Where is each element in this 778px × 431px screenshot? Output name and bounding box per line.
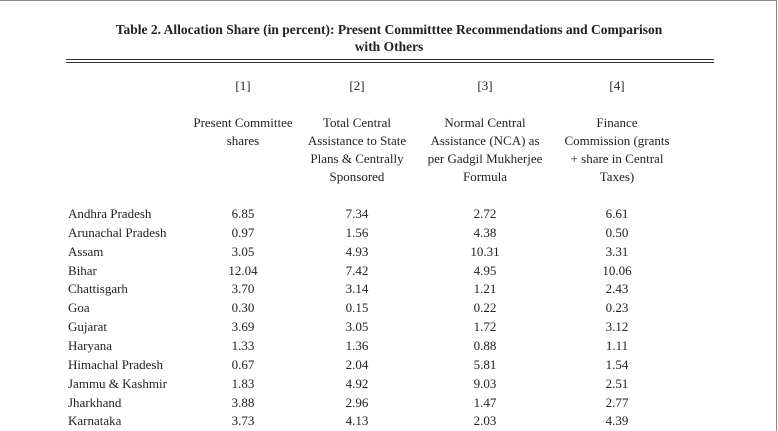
rule bbox=[66, 59, 714, 60]
cell: 0.23 bbox=[605, 300, 629, 315]
column-header: + share in Central bbox=[570, 151, 664, 166]
cell: 3.70 bbox=[231, 281, 255, 296]
column-header: Taxes) bbox=[599, 169, 635, 184]
cell: 3.05 bbox=[231, 244, 255, 259]
cell: 3.88 bbox=[231, 395, 255, 410]
column-header: Formula bbox=[462, 169, 508, 184]
column-header: Assistance (NCA) as bbox=[430, 133, 540, 148]
row-label: Bihar bbox=[68, 263, 97, 278]
cell: 0.30 bbox=[231, 300, 255, 315]
cell: 1.21 bbox=[473, 281, 497, 296]
cell: 1.54 bbox=[605, 357, 629, 372]
cell: 3.73 bbox=[231, 413, 255, 428]
cell: 3.05 bbox=[345, 319, 369, 334]
cell: 6.85 bbox=[231, 206, 255, 221]
column-header: Sponsored bbox=[329, 169, 385, 184]
row-label: Himachal Pradesh bbox=[68, 357, 163, 372]
row-label: Gujarat bbox=[68, 319, 107, 334]
row-label: Chattisgarh bbox=[68, 281, 128, 296]
cell: 0.88 bbox=[473, 338, 497, 353]
cell: 10.31 bbox=[470, 244, 500, 259]
cell: 2.51 bbox=[605, 376, 629, 391]
cell: 4.39 bbox=[605, 413, 629, 428]
cell: 7.42 bbox=[345, 263, 369, 278]
cell: 0.50 bbox=[605, 225, 629, 240]
column-number: [4] bbox=[609, 78, 625, 93]
title: with Others bbox=[354, 39, 424, 54]
cell: 1.72 bbox=[473, 319, 497, 334]
cell: 4.92 bbox=[345, 376, 369, 391]
cell: 0.22 bbox=[473, 300, 497, 315]
row-label: Jammu & Kashmir bbox=[68, 376, 167, 391]
cell: 3.12 bbox=[605, 319, 629, 334]
rule bbox=[66, 62, 714, 63]
cell: 0.97 bbox=[231, 225, 255, 240]
row-label: Haryana bbox=[68, 338, 113, 353]
cell: 0.67 bbox=[231, 357, 255, 372]
cell: 4.38 bbox=[473, 225, 497, 240]
column-number: [3] bbox=[477, 78, 493, 93]
cell: 2.04 bbox=[345, 357, 369, 372]
row-label: Arunachal Pradesh bbox=[68, 225, 167, 240]
cell: 6.61 bbox=[605, 206, 629, 221]
column-header: Normal Central bbox=[444, 115, 526, 130]
column-header: Assistance to State bbox=[307, 133, 407, 148]
column-header: Present Committee bbox=[193, 115, 293, 130]
cell: 2.72 bbox=[473, 206, 497, 221]
column-header: per Gadgil Mukherjee bbox=[427, 151, 543, 166]
row-label: Karnataka bbox=[68, 413, 122, 428]
cell: 4.95 bbox=[473, 263, 497, 278]
cell: 4.13 bbox=[345, 413, 369, 428]
title: Table 2. Allocation Share (in percent): … bbox=[115, 22, 663, 37]
cell: 10.06 bbox=[602, 263, 632, 278]
cell: 1.33 bbox=[231, 338, 255, 353]
cell: 9.03 bbox=[473, 376, 497, 391]
cell: 7.34 bbox=[345, 206, 369, 221]
cell: 3.31 bbox=[605, 244, 629, 259]
cell: 5.81 bbox=[473, 357, 497, 372]
cell: 0.15 bbox=[345, 300, 369, 315]
cell: 1.47 bbox=[473, 395, 497, 410]
cell: 1.83 bbox=[231, 376, 255, 391]
column-number: [2] bbox=[349, 78, 365, 93]
cell: 2.43 bbox=[605, 281, 629, 296]
row-label: Assam bbox=[68, 244, 104, 259]
column-header: shares bbox=[226, 133, 260, 148]
cell: 1.11 bbox=[605, 338, 629, 353]
cell: 1.36 bbox=[345, 338, 369, 353]
cell: 12.04 bbox=[228, 263, 258, 278]
column-header: Commission (grants bbox=[564, 133, 670, 148]
cell: 3.69 bbox=[231, 319, 255, 334]
cell: 2.03 bbox=[473, 413, 497, 428]
row-label: Andhra Pradesh bbox=[68, 206, 152, 221]
cell: 2.96 bbox=[345, 395, 369, 410]
row-label: Jharkhand bbox=[68, 395, 122, 410]
cell: 3.14 bbox=[345, 281, 369, 296]
column-header: Total Central bbox=[322, 115, 392, 130]
cell: 1.56 bbox=[345, 225, 369, 240]
column-header: Finance bbox=[596, 115, 638, 130]
cell: 2.77 bbox=[605, 395, 629, 410]
column-header: Plans & Centrally bbox=[310, 151, 404, 166]
row-label: Goa bbox=[68, 300, 90, 315]
column-number: [1] bbox=[235, 78, 251, 93]
cell: 4.93 bbox=[345, 244, 369, 259]
